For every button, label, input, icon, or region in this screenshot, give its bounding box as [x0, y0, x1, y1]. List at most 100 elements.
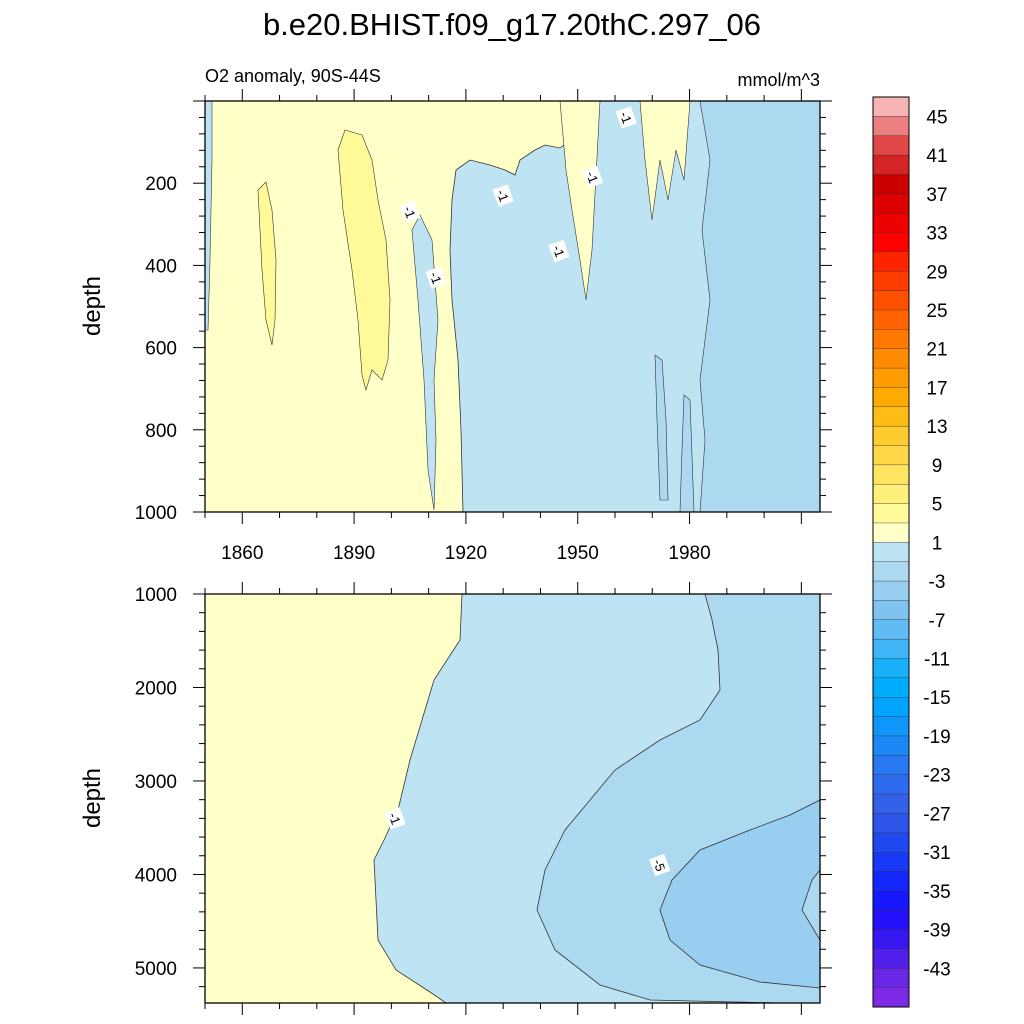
colorbar-swatch [872, 290, 910, 311]
colorbar-swatch [872, 503, 910, 524]
top-region-negative-edge [205, 101, 213, 331]
top-subtitle-left: O2 anomaly, 90S-44S [205, 66, 381, 86]
colorbar-label: 25 [926, 301, 947, 322]
colorbar-label: -35 [923, 882, 950, 903]
contour-label: -1 [384, 807, 406, 830]
contour-label-bg [384, 807, 406, 830]
colorbar-swatch [872, 522, 910, 543]
top-axis-ticks: 1860 1890 1920 1950 1980 200 400 600 800 1000 [135, 89, 832, 564]
y-tick-label: 4000 [135, 865, 177, 886]
y-tick-label: 3000 [135, 772, 177, 793]
contour-label: -5 [649, 853, 671, 877]
contour-label-text: -1 [494, 188, 512, 204]
colorbar-label: -27 [923, 804, 950, 825]
colorbar-swatch [872, 212, 910, 234]
top-region-negative-deep-2 [679, 394, 695, 512]
colorbar: 45 41 37 33 29 25 21 17 13 9 5 1 -3 -7 -11 -15 -19 -23 -27… [872, 96, 951, 1008]
colorbar-label: -39 [923, 921, 950, 942]
colorbar-label: 5 [932, 495, 943, 516]
colorbar-swatch [872, 406, 910, 427]
colorbar-swatch [872, 968, 910, 989]
contour-label-bg [492, 184, 514, 207]
colorbar-label: 41 [926, 146, 947, 167]
colorbar-swatch [872, 329, 910, 350]
x-tick-label: 1950 [557, 543, 599, 564]
colorbar-label: 29 [926, 262, 947, 283]
colorbar-swatch [872, 987, 910, 1008]
contour-label-bg [615, 106, 637, 129]
colorbar-swatch [872, 832, 910, 853]
y-tick-label: 5000 [135, 959, 177, 980]
colorbar-swatch [872, 116, 910, 137]
top-contour-field [205, 101, 820, 512]
colorbar-label: -31 [923, 843, 950, 864]
x-tick-label: 1890 [333, 543, 375, 564]
colorbar-swatch [872, 793, 910, 814]
bottom-contour-field [205, 594, 820, 1003]
top-panel: O2 anomaly, 90S-44S mmol/m^3 1860 1890 192… [79, 66, 832, 564]
colorbar-swatch [872, 348, 910, 369]
bottom-panel: 1000 2000 3000 4000 5000 -1 -5 depth [79, 582, 832, 1015]
colorbar-label: 1 [932, 533, 943, 554]
colorbar-swatch [872, 174, 910, 195]
colorbar-swatch [872, 774, 910, 795]
colorbar-label: 17 [926, 378, 947, 399]
colorbar-swatch [872, 387, 910, 408]
contour-label: -1 [548, 239, 570, 263]
colorbar-swatch [872, 445, 910, 466]
contour-label: -1 [425, 266, 447, 289]
contour-label-bg [399, 200, 421, 224]
top-y-axis-label: depth [79, 276, 106, 336]
colorbar-label: -19 [923, 727, 950, 748]
colorbar-swatch [872, 600, 910, 621]
colorbar-swatch [872, 658, 910, 679]
colorbar-swatch [872, 697, 910, 718]
top-region-positive-strip-2 [639, 101, 691, 221]
colorbar-swatch [872, 851, 910, 872]
bottom-axis-ticks: 1000 2000 3000 4000 5000 [135, 582, 832, 1015]
colorbar-label: -11 [924, 649, 950, 670]
colorbar-label: 13 [926, 417, 947, 438]
bottom-plot-frame [204, 593, 821, 1004]
bottom-region-negative-5 [659, 799, 820, 989]
top-region-negative-2 [699, 101, 820, 512]
top-plot-frame [204, 100, 821, 513]
colorbar-swatch [872, 755, 910, 776]
x-tick-label: 1920 [445, 543, 487, 564]
y-tick-label: 1000 [135, 503, 177, 524]
colorbar-label: 37 [926, 185, 947, 206]
contour-label: -1 [615, 106, 637, 129]
colorbar-swatch [872, 232, 910, 253]
colorbar-swatch [872, 135, 910, 156]
colorbar-label: 21 [926, 340, 947, 361]
colorbar-label: -43 [923, 959, 950, 980]
colorbar-swatch [872, 909, 910, 931]
top-subtitle-right: mmol/m^3 [738, 70, 820, 90]
y-tick-label: 800 [145, 421, 177, 442]
colorbar-swatch [872, 464, 910, 485]
contour-label-text: -1 [401, 204, 419, 220]
colorbar-frame [872, 96, 910, 1008]
contour-label: -1 [399, 200, 421, 224]
y-tick-label: 200 [145, 174, 177, 195]
contour-label-bg [548, 239, 570, 263]
colorbar-label: -7 [929, 611, 946, 632]
y-tick-label: 600 [145, 339, 177, 360]
contour-label-text: -1 [427, 270, 445, 286]
colorbar-swatch [872, 580, 910, 601]
colorbar-swatch [872, 561, 910, 582]
bottom-y-axis-label: depth [79, 768, 106, 828]
colorbar-swatch [872, 638, 910, 659]
colorbar-swatch [872, 890, 910, 911]
colorbar-swatch [872, 677, 910, 698]
colorbar-swatch [872, 948, 910, 969]
contour-label-bg [582, 165, 604, 189]
top-region-positive-blob-2 [257, 181, 277, 346]
colorbar-swatch [872, 367, 910, 388]
colorbar-swatch [872, 619, 910, 640]
colorbar-swatch [872, 929, 910, 950]
bottom-contour-labels: -1 -5 [384, 807, 671, 877]
contour-label-bg [649, 853, 671, 877]
contour-label-text: -1 [550, 243, 568, 259]
